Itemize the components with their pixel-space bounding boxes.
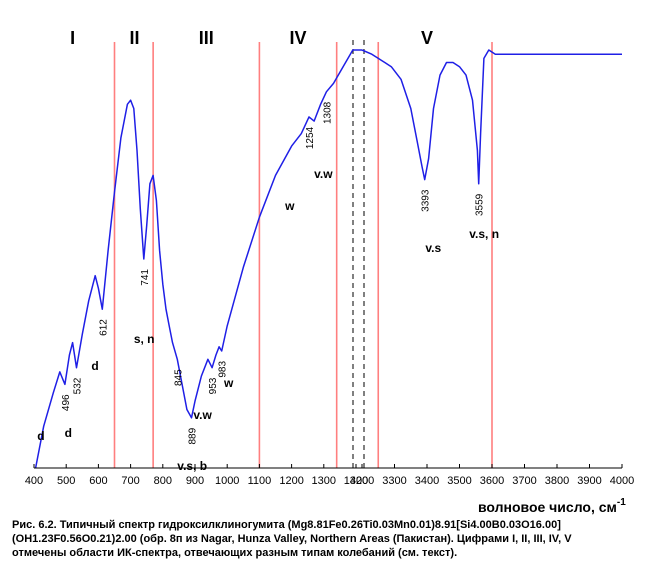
x-tick-label: 1400	[344, 475, 368, 487]
band-annotation: d	[91, 359, 98, 373]
peak-label: 889	[187, 427, 198, 444]
region-label: IV	[290, 28, 307, 48]
peak-label: 983	[218, 361, 229, 378]
x-tick-label: 800	[154, 475, 172, 487]
region-labels: I II III IV V	[70, 28, 433, 48]
x-tick-label: 3800	[545, 475, 569, 487]
caption-line-3: отмечены области ИК-спектра, отвечающих …	[12, 547, 458, 559]
caption-line-2: (OH1.23F0.56O0.21)2.00 (обр. 8п из Nagar…	[12, 533, 572, 545]
peak-label: 845	[173, 369, 184, 386]
peak-label: 1308	[322, 101, 333, 124]
band-annotation: d	[37, 429, 44, 443]
x-tick-label: 3400	[415, 475, 439, 487]
caption-line-1: Рис. 6.2. Типичный спектр гидроксилклино…	[12, 519, 561, 531]
x-tick-label: 3500	[447, 475, 471, 487]
figure-caption: Рис. 6.2. Типичный спектр гидроксилклино…	[12, 518, 640, 560]
x-tick-label: 3600	[480, 475, 504, 487]
region-label: II	[129, 28, 139, 48]
band-annotation: v.s, n	[469, 227, 499, 241]
x-tick-label: 600	[89, 475, 107, 487]
spectrum-series	[34, 49, 622, 469]
peak-label: 532	[73, 377, 84, 394]
x-tick-label: 3200	[350, 475, 374, 487]
band-annotation: w	[284, 199, 295, 213]
x-axis-title: волновое число, см-1	[478, 497, 626, 515]
x-tick-label: 400	[25, 475, 43, 487]
x-tick-label: 700	[121, 475, 139, 487]
peak-label: 3393	[421, 189, 432, 212]
peak-label: 1254	[305, 126, 316, 149]
spectrum-line	[361, 49, 622, 185]
x-tick-label: 3700	[512, 475, 536, 487]
peak-label: 953	[208, 377, 219, 394]
x-tick-label: 1000	[215, 475, 239, 487]
region-label: V	[421, 28, 433, 48]
spectrum-line	[34, 49, 356, 469]
band-annotations: d d d s, n w v.w v.s, b w v.w v.s v.s, n	[37, 167, 499, 473]
region-boundaries	[113, 42, 493, 468]
peak-label: 3559	[475, 193, 486, 216]
x-tick-label: 1200	[279, 475, 303, 487]
band-annotation: s, n	[134, 332, 155, 346]
x-tick-label: 1100	[248, 475, 272, 487]
x-axis: 400 500 600 700 800 900 1000 1100 1200 1300 140032…	[25, 464, 634, 487]
peak-label: 612	[98, 319, 109, 336]
band-annotation: v.s	[425, 241, 441, 255]
band-annotation: d	[65, 426, 72, 440]
band-annotation: w	[223, 376, 234, 390]
region-label: I	[70, 28, 75, 48]
x-tick-label: 3900	[577, 475, 601, 487]
peak-label: 496	[61, 394, 72, 411]
x-tick-label: 900	[186, 475, 204, 487]
band-annotation: v.w	[314, 167, 333, 181]
peak-label: 741	[140, 269, 151, 286]
x-tick-label: 4000	[610, 475, 634, 487]
region-label: III	[199, 28, 214, 48]
band-annotation: v.w	[193, 408, 212, 422]
x-tick-label: 500	[57, 475, 75, 487]
x-tick-label: 3300	[382, 475, 406, 487]
band-annotation: v.s, b	[177, 459, 207, 473]
x-tick-label: 1300	[312, 475, 336, 487]
axis-break-lines	[352, 40, 365, 468]
